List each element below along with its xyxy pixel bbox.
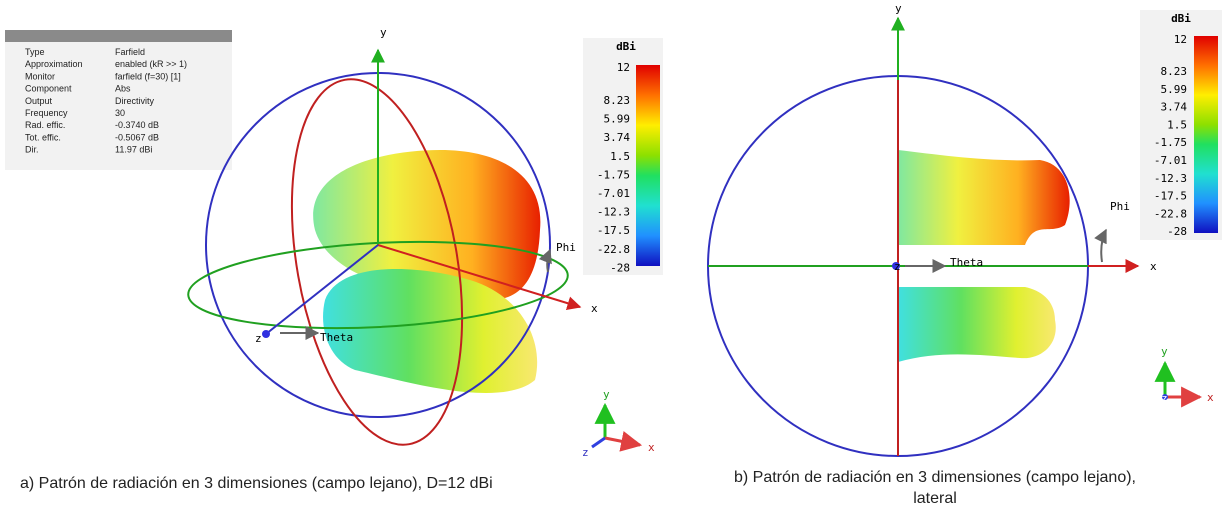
colorbar-label: -17.5 — [597, 224, 630, 237]
triad: y x z — [582, 388, 655, 459]
info-key: Output — [25, 96, 53, 106]
colorbar-label: 12 — [617, 61, 630, 74]
info-key: Tot. effic. — [25, 132, 61, 142]
colorbar-label: -22.8 — [1154, 207, 1187, 220]
triad: y x z — [1154, 345, 1214, 408]
colorbar-label: -7.01 — [1154, 154, 1187, 167]
colorbar-label: 1.5 — [1167, 118, 1187, 131]
info-value: farfield (f=30) [1] — [115, 71, 181, 81]
colorbar-label: 3.74 — [1161, 101, 1188, 114]
z-dot — [892, 262, 900, 270]
z-axis — [265, 244, 379, 335]
theta-label: Theta — [950, 256, 983, 269]
info-header — [5, 30, 232, 42]
colorbar-label: 8.23 — [1161, 65, 1188, 78]
colorbar-label: -7.01 — [597, 187, 630, 200]
info-key: Rad. effic. — [25, 120, 65, 130]
triad-y-label: y — [1161, 345, 1168, 358]
x-label: x — [591, 302, 598, 315]
pattern-lower — [323, 268, 538, 393]
x-label: x — [1150, 260, 1157, 273]
panel-a: y x z Theta Phi y x z dBi 12 8.23 5.99 3.74… — [20, 26, 663, 492]
colorbar-label: -1.75 — [597, 168, 630, 181]
colorbar-label: -28 — [610, 261, 630, 274]
info-panel: Type Farfield Approximation enabled (kR >> … — [5, 30, 232, 170]
triad-x-label: x — [648, 441, 655, 454]
phi-arrow — [538, 248, 552, 273]
triad-z — [1162, 394, 1168, 400]
info-key: Component — [25, 84, 72, 94]
info-value: -0.5067 dB — [115, 132, 159, 142]
pattern-upper — [898, 150, 1070, 245]
colorbar-ramp — [1194, 36, 1218, 233]
info-value: 11.97 dBi — [115, 145, 152, 155]
pattern-upper — [313, 150, 541, 300]
panel-b: y x z Theta Phi y x z dBi 12 8.23 5.99 3.74… — [707, 2, 1222, 507]
theta-ellipse — [290, 78, 464, 446]
phi-label: Phi — [1110, 200, 1130, 213]
triad-z-label: z — [582, 446, 589, 459]
info-key: Frequency — [25, 108, 68, 118]
colorbar-label: 5.99 — [1161, 83, 1188, 96]
info-key: Dir. — [25, 145, 39, 155]
colorbar-label: 8.23 — [604, 94, 631, 107]
info-value: 30 — [115, 108, 125, 118]
triad-z-label: z — [1161, 392, 1168, 405]
triad-y-label: y — [603, 388, 610, 401]
triad-x — [604, 430, 643, 452]
colorbar-label: 1.5 — [610, 150, 630, 163]
colorbar: dBi 12 8.23 5.99 3.74 1.5 -1.75 -7.01 -12.3 -17.… — [1140, 10, 1222, 240]
info-key: Approximation — [25, 59, 83, 69]
z-dot — [262, 330, 270, 338]
colorbar-label: 3.74 — [604, 131, 631, 144]
colorbar-label: -12.3 — [1154, 172, 1187, 185]
colorbar-label: -17.5 — [1154, 190, 1187, 203]
phi-label: Phi — [556, 241, 576, 254]
colorbar-label: -22.8 — [597, 243, 630, 256]
info-value: enabled (kR >> 1) — [115, 59, 187, 69]
theta-label: Theta — [320, 331, 353, 344]
colorbar-label: 5.99 — [604, 113, 631, 126]
x-axis — [377, 244, 582, 310]
colorbar-label: -1.75 — [1154, 136, 1187, 149]
info-key: Type — [25, 47, 45, 57]
colorbar-ramp — [636, 65, 660, 266]
colorbar-label: -28 — [1167, 225, 1187, 238]
colorbar-unit: dBi — [616, 40, 636, 53]
triad-x-label: x — [1207, 391, 1214, 404]
colorbar: dBi 12 8.23 5.99 3.74 1.5 -1.75 -7.01 -12.3 -17.… — [583, 38, 663, 275]
info-key: Monitor — [25, 71, 55, 81]
caption-line: lateral — [913, 490, 957, 507]
colorbar-label: 12 — [1174, 33, 1187, 46]
y-label: y — [895, 2, 902, 15]
pattern-lower — [898, 287, 1056, 362]
phi-ellipse — [187, 240, 569, 330]
info-value: Farfield — [115, 47, 145, 57]
phi-arrow — [1094, 228, 1107, 263]
info-bg — [5, 30, 232, 170]
colorbar-unit: dBi — [1171, 12, 1191, 25]
triad-z — [591, 436, 606, 449]
z-label: z — [894, 260, 901, 273]
y-label: y — [380, 26, 387, 39]
caption: a) Patrón de radiación en 3 dimensiones … — [20, 475, 493, 492]
info-value: Abs — [115, 84, 131, 94]
info-value: Directivity — [115, 96, 155, 106]
caption-line: b) Patrón de radiación en 3 dimensiones … — [734, 469, 1136, 486]
colorbar-label: -12.3 — [597, 206, 630, 219]
info-value: -0.3740 dB — [115, 120, 159, 130]
z-label: z — [255, 332, 262, 345]
